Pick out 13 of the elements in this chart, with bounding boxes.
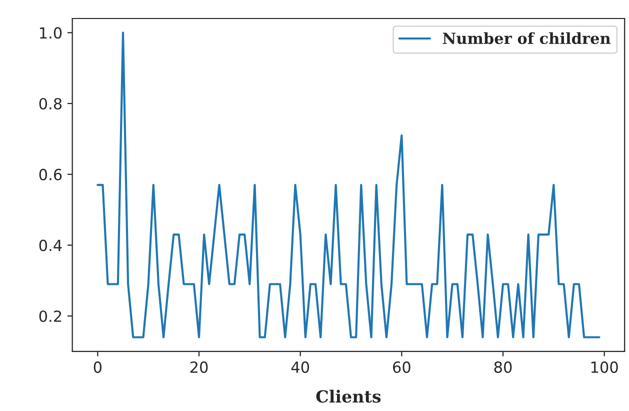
x-axis-title: Clients xyxy=(316,390,381,403)
x-tick-label: 100 xyxy=(591,361,618,373)
y-tick-label: 1.0 xyxy=(40,27,62,39)
y-tick-label: 0.8 xyxy=(39,98,62,110)
x-tick-label: 80 xyxy=(494,361,512,373)
x-tick-label: 40 xyxy=(291,361,310,373)
x-tick-label: 60 xyxy=(393,361,410,373)
legend-label: Number of children xyxy=(442,32,610,44)
y-tick-label: 0.4 xyxy=(39,240,62,252)
x-tick-label: 0 xyxy=(94,361,102,373)
x-tick-label: 20 xyxy=(190,361,208,373)
y-tick-label: 0.6 xyxy=(39,168,62,180)
y-tick-label: 0.2 xyxy=(39,310,62,322)
